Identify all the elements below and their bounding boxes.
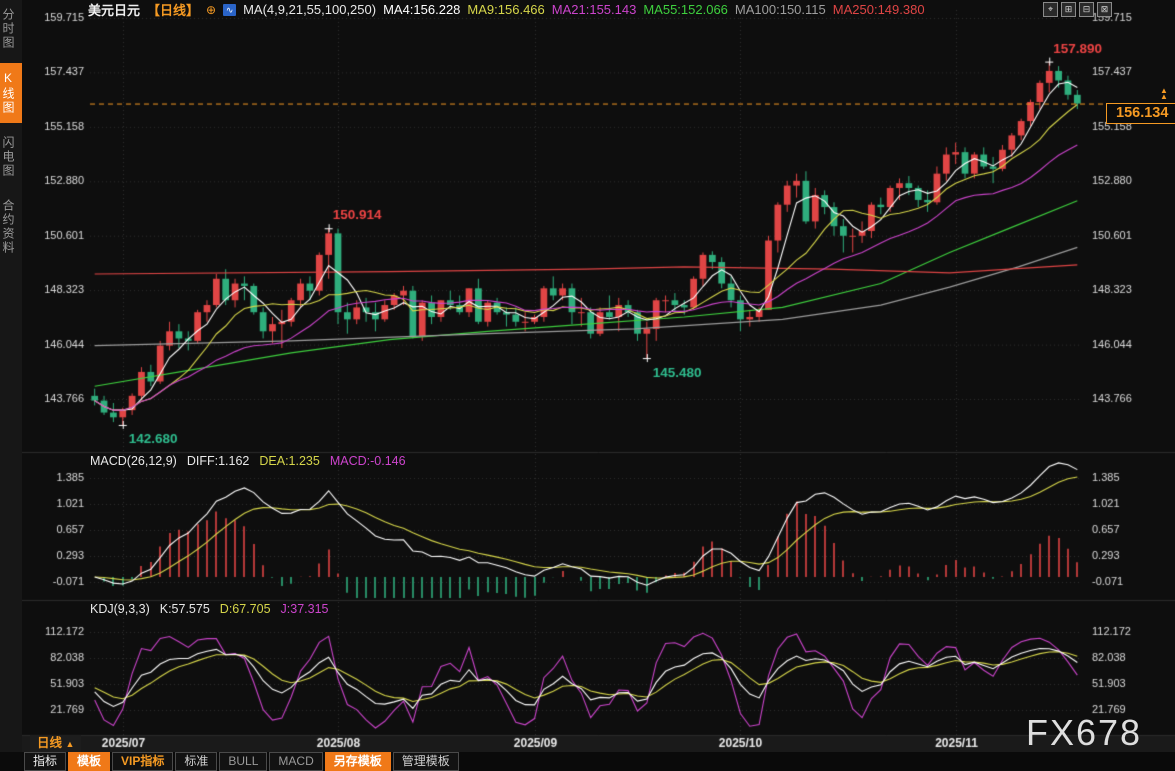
period-label: 日线 [37, 736, 63, 750]
ma-indicator-icon[interactable]: ∿ [223, 3, 237, 16]
ma9-value: MA9:156.466 [467, 2, 545, 17]
chart-tool-buttons: ⌖ ⊞ ⊟ ⊠ [1043, 2, 1112, 17]
period-tag: 【日线】 [147, 3, 200, 18]
restore-view-icon[interactable]: ⊠ [1097, 2, 1112, 17]
shrink-axis-icon[interactable]: ⊟ [1079, 2, 1094, 17]
sidebar-item-timeshare[interactable]: 分时图 [1, 8, 15, 50]
bottom-toolbar: 指标 模板 VIP指标 标准 BULL MACD 另存模板 管理模板 [22, 752, 1175, 771]
brand-watermark: FX678 [1026, 712, 1143, 753]
chart-header: 美元日元 【日线】 ⊕ ∿ MA(4,9,21,55,100,250) MA4:… [88, 0, 925, 19]
scroll-to-latest-icon[interactable]: ▲ ▲ [1160, 86, 1168, 101]
macd-value: MACD:-0.146 [329, 454, 406, 468]
tab-macd[interactable]: MACD [269, 752, 323, 771]
ma250-value: MA250:149.380 [832, 2, 925, 17]
chart-canvas[interactable] [22, 0, 1175, 752]
tab-bull[interactable]: BULL [219, 752, 268, 771]
macd-diff-value: DIFF:1.162 [186, 454, 250, 468]
kdj-j-value: J:37.315 [280, 602, 329, 616]
kdj-d-value: D:67.705 [219, 602, 271, 616]
sidebar-item-kline[interactable]: K线图 [0, 63, 22, 123]
sidebar-item-contract-info[interactable]: 合约资料 [1, 199, 15, 255]
kdj-title[interactable]: KDJ(9,3,3) [90, 602, 150, 616]
ma55-value: MA55:152.066 [643, 2, 728, 17]
tab-manage-templates[interactable]: 管理模板 [392, 752, 459, 771]
macd-dea-value: DEA:1.235 [259, 454, 320, 468]
tab-standard[interactable]: 标准 [175, 752, 218, 771]
chevron-up-icon: ▲ [65, 739, 75, 749]
period-selector-button[interactable]: 日线 ▲ [30, 735, 82, 752]
left-sidebar: 分时图 K线图 闪电图 合约资料 [0, 0, 22, 752]
scale-axis-icon[interactable]: ⊞ [1061, 2, 1076, 17]
tab-vip-indicators[interactable]: VIP指标 [112, 752, 174, 771]
ma-settings-label[interactable]: MA(4,9,21,55,100,250) [243, 2, 377, 17]
ma21-value: MA21:155.143 [551, 2, 637, 17]
macd-header: MACD(26,12,9) DIFF:1.162 DEA:1.235 MACD:… [90, 454, 406, 468]
chart-area: 美元日元 【日线】 ⊕ ∿ MA(4,9,21,55,100,250) MA4:… [22, 0, 1175, 771]
sidebar-item-lightning[interactable]: 闪电图 [1, 136, 15, 178]
pan-tool-icon[interactable]: ⌖ [1043, 2, 1058, 17]
ma4-value: MA4:156.228 [383, 2, 461, 17]
kdj-k-value: K:57.575 [159, 602, 210, 616]
tab-indicators[interactable]: 指标 [24, 752, 67, 771]
macd-title[interactable]: MACD(26,12,9) [90, 454, 177, 468]
add-indicator-icon[interactable]: ⊕ [206, 2, 217, 17]
ma100-value: MA100:150.115 [734, 2, 826, 17]
kdj-header: KDJ(9,3,3) K:57.575 D:67.705 J:37.315 [90, 602, 329, 616]
symbol-title: 美元日元 [88, 3, 141, 18]
current-price-label: 156.134 [1106, 103, 1175, 124]
tab-save-template[interactable]: 另存模板 [324, 752, 391, 771]
tab-templates[interactable]: 模板 [68, 752, 111, 771]
